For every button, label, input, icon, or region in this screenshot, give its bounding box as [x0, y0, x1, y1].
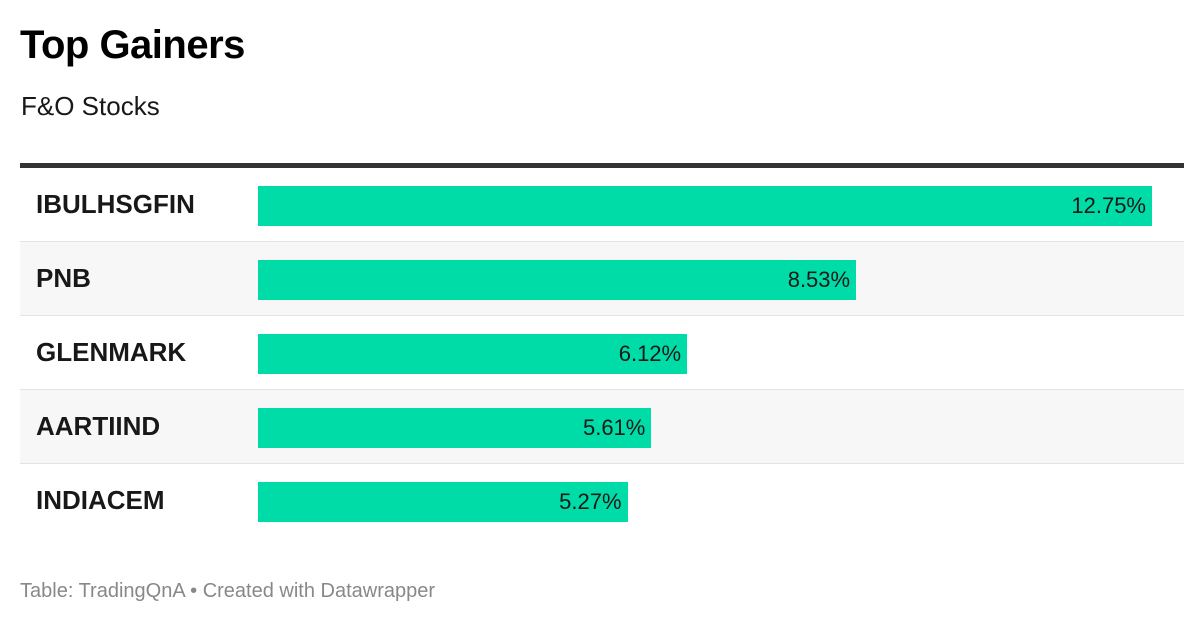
table-row: GLENMARK 6.12%: [20, 316, 1184, 390]
footer: Table: TradingQnA • Created with Datawra…: [20, 577, 435, 605]
table-row: INDIACEM 5.27%: [20, 464, 1184, 537]
table-row: PNB 8.53%: [20, 242, 1184, 316]
chart-subtitle: F&O Stocks: [21, 91, 160, 121]
bar-track: 5.27%: [258, 482, 1152, 522]
bar-track: 5.61%: [258, 408, 1152, 448]
credit-text: Created with Datawrapper: [202, 580, 436, 602]
category-label: IBULHSGFIN: [36, 189, 195, 219]
bar-table: IBULHSGFIN 12.75% PNB 8.53% GLENMARK 6.12% AAR…: [20, 163, 1184, 537]
chart-title: Top Gainers: [20, 23, 245, 67]
bar-track: 8.53%: [258, 260, 1152, 300]
source-name: TradingQnA: [78, 580, 185, 602]
bar-track: 6.12%: [258, 334, 1152, 374]
bar-value-label: 8.53%: [787, 267, 851, 292]
category-label: INDIACEM: [36, 485, 165, 515]
bar-value-label: 5.61%: [582, 415, 646, 440]
footer-separator: •: [184, 580, 203, 602]
bar-value-label: 6.12%: [618, 341, 682, 366]
bar: 6.12%: [258, 334, 688, 374]
bar-value-label: 5.27%: [559, 489, 622, 514]
bar: 5.27%: [258, 482, 628, 522]
table-row: AARTIIND 5.61%: [20, 390, 1184, 464]
category-label: PNB: [36, 263, 91, 293]
bar: 5.61%: [258, 408, 652, 448]
bar: 12.75%: [258, 186, 1152, 226]
bar-track: 12.75%: [258, 186, 1152, 226]
table-row: IBULHSGFIN 12.75%: [20, 168, 1184, 242]
category-label: GLENMARK: [36, 337, 187, 367]
bar-value-label: 12.75%: [1071, 193, 1146, 218]
source-label: Table:: [20, 580, 79, 602]
category-label: AARTIIND: [36, 411, 161, 441]
bar: 8.53%: [258, 260, 857, 300]
